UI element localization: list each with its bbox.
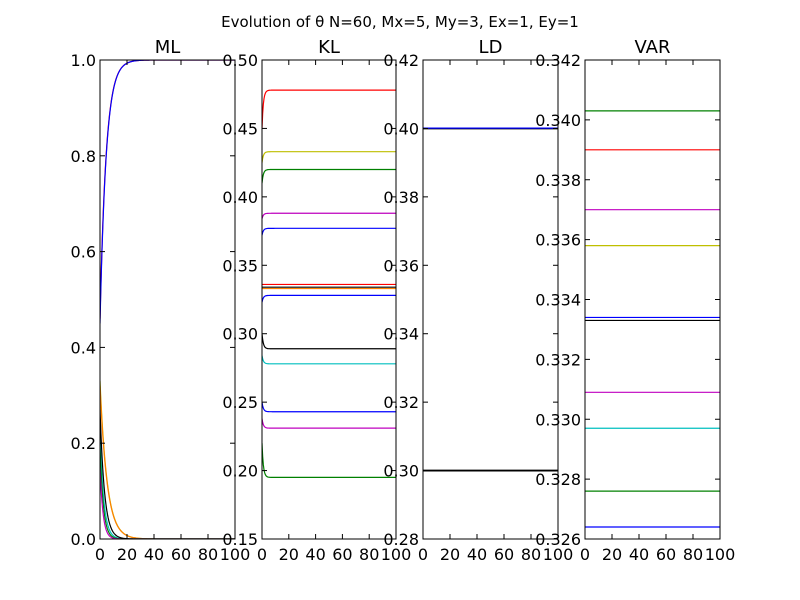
- y-tick-label: 0.45: [222, 119, 258, 138]
- y-tick-label: 1.0: [71, 51, 96, 70]
- x-tick-label: 100: [705, 545, 736, 564]
- y-tick-label: 0.8: [71, 147, 96, 166]
- y-tick-label: 0.28: [383, 530, 419, 549]
- series-group: [262, 89, 396, 479]
- x-tick-label: 40: [144, 545, 164, 564]
- y-tick-label: 0.34: [383, 325, 419, 344]
- y-tick-label: 0.334: [535, 291, 581, 310]
- y-tick-label: 0.338: [535, 171, 581, 190]
- y-tick-label: 0.15: [222, 530, 258, 549]
- x-tick-label: 0: [257, 545, 267, 564]
- axes-frame: [584, 59, 721, 540]
- axes-frame: [261, 59, 397, 540]
- y-tick-label: 0.6: [71, 243, 96, 262]
- x-tick-label: 20: [602, 545, 622, 564]
- y-tick-label: 0.40: [222, 188, 258, 207]
- series-group: [423, 127, 558, 472]
- y-tick-label: 0.35: [222, 256, 258, 275]
- x-tick-label: 80: [359, 545, 379, 564]
- series-line-11: [262, 402, 396, 413]
- subplot-kl: 0 20 40 60 80 1000.150.200.250.300.350.400.45…: [222, 37, 411, 564]
- x-tick-label: 100: [543, 545, 574, 564]
- subplot-var: 0 20 40 60 80 1000.3260.3280.3300.3320.3340.3…: [535, 37, 735, 564]
- y-tick-label: 0.332: [535, 350, 581, 369]
- y-tick-label: 0.342: [535, 51, 581, 70]
- x-tick-label: 0: [418, 545, 428, 564]
- series-line-4: [262, 227, 396, 236]
- series-line-8: [262, 294, 396, 303]
- series-line-13: [262, 443, 396, 479]
- subplot-ml: 0 20 40 60 80 100 0.0 0.2 0.4 0.6 0.8 1.0 ML: [71, 37, 251, 564]
- y-tick-label: 0.336: [535, 231, 581, 250]
- y-tick-label: 0.330: [535, 410, 581, 429]
- x-tick-label: 60: [332, 545, 352, 564]
- x-tick-label: 60: [494, 545, 514, 564]
- x-tick-label: 20: [440, 545, 460, 564]
- x-tick-label: 0: [580, 545, 590, 564]
- x-tick-label: 80: [521, 545, 541, 564]
- x-tick-label: 20: [279, 545, 299, 564]
- series-line-7: [100, 409, 235, 539]
- x-tick-label: 60: [171, 545, 191, 564]
- y-tick-label: 0.50: [222, 51, 258, 70]
- y-tick-label: 0.340: [535, 111, 581, 130]
- y-tick-label: 0.40: [383, 119, 419, 138]
- x-tick-label: 40: [467, 545, 487, 564]
- y-tick-label: 0.30: [222, 325, 258, 344]
- x-tick-label: 20: [117, 545, 137, 564]
- axes-frame: [422, 59, 559, 540]
- y-tick-label: 0.4: [71, 338, 96, 357]
- series-line-0: [262, 89, 396, 129]
- series-line-3: [262, 212, 396, 219]
- y-tick-label: 0.36: [383, 256, 419, 275]
- series-line-1: [262, 151, 396, 163]
- y-tick-label: 0.42: [383, 51, 419, 70]
- series-line-12: [262, 418, 396, 429]
- subplot-title: VAR: [635, 37, 671, 58]
- x-tick-label: 80: [683, 545, 703, 564]
- y-tick-label: 0.38: [383, 188, 419, 207]
- series-line-2: [262, 168, 396, 184]
- series-line-1: [100, 60, 235, 324]
- x-tick-label: 80: [198, 545, 218, 564]
- y-tick-label: 0.2: [71, 434, 96, 453]
- y-tick-label: 0.328: [535, 470, 581, 489]
- y-tick-label: 0.326: [535, 530, 581, 549]
- y-tick-label: 0.30: [383, 462, 419, 481]
- subplot-ld: 0 20 40 60 80 1000.280.300.320.340.360.380.40…: [383, 37, 573, 564]
- subplot-title: KL: [318, 37, 340, 58]
- x-tick-label: 40: [629, 545, 649, 564]
- subplot-title: ML: [155, 37, 181, 58]
- series-line-10: [262, 355, 396, 365]
- x-tick-label: 40: [305, 545, 325, 564]
- y-tick-label: 0.25: [222, 393, 258, 412]
- y-tick-label: 0.20: [222, 462, 258, 481]
- x-tick-label: 60: [656, 545, 676, 564]
- x-tick-label: 100: [381, 545, 412, 564]
- x-tick-label: 100: [220, 545, 251, 564]
- x-tick-label: 0: [95, 545, 105, 564]
- axes-frame: [99, 59, 236, 540]
- y-tick-label: 0.32: [383, 393, 419, 412]
- y-tick-label: 0.0: [71, 530, 96, 549]
- subplot-title: LD: [479, 37, 503, 58]
- series-group: [585, 110, 720, 528]
- figure-suptitle: Evolution of θ N=60, Mx=5, My=3, Ex=1, E…: [221, 13, 579, 31]
- series-line-9: [262, 333, 396, 350]
